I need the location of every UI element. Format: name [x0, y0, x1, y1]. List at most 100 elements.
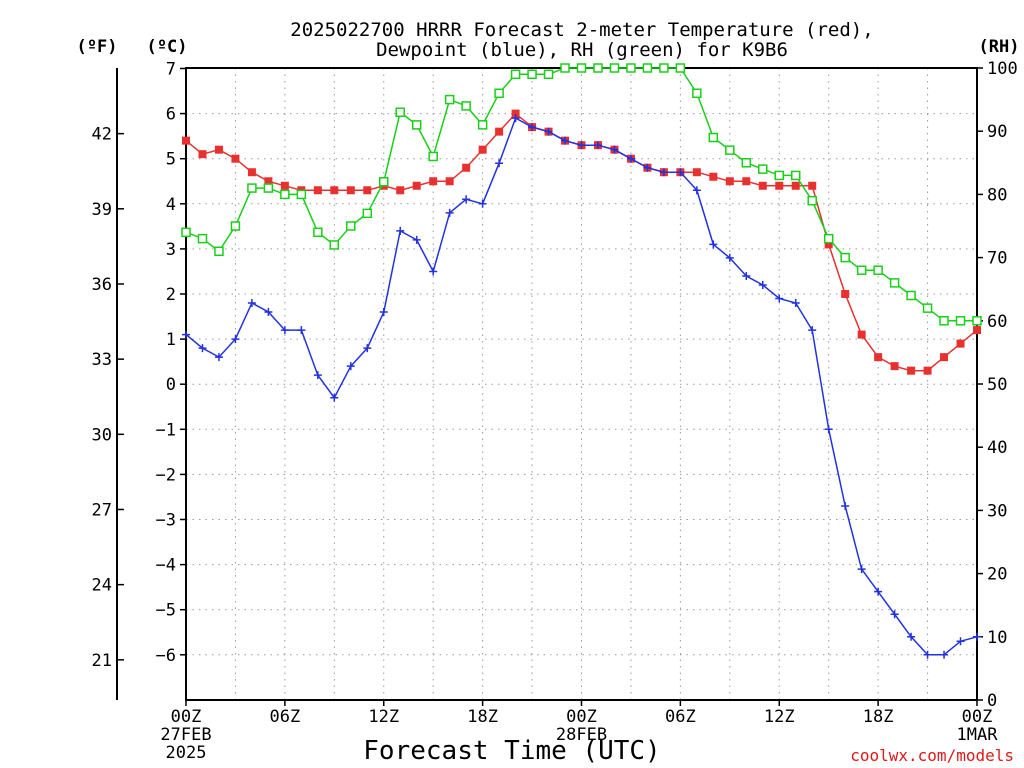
rh-point: [593, 63, 603, 73]
dewpoint-point: [462, 195, 471, 204]
unit-label-celsius: (ºC): [147, 37, 188, 57]
rh-point: [741, 158, 752, 168]
rh-point: [411, 120, 422, 130]
temperature-point: [363, 186, 372, 195]
dewpoint-point: [676, 168, 685, 177]
rh-point: [609, 63, 620, 73]
dewpoint-point: [528, 123, 537, 132]
dewpoint-point: [198, 344, 207, 353]
rh-tick-label: 100: [987, 59, 1018, 79]
dewpoint-point: [791, 299, 800, 308]
celsius-tick-label: 0: [166, 375, 176, 395]
fahrenheit-tick-label: 24: [92, 576, 112, 596]
celsius-tick-label: −5: [156, 601, 176, 621]
rh-tick-label: 60: [987, 312, 1007, 332]
x-tick-label: 18Z: [863, 707, 894, 727]
fahrenheit-tick-label: 36: [92, 275, 112, 295]
plot-frame: [185, 67, 978, 701]
rh-point: [444, 94, 455, 105]
x-tick-label: 1MAR: [957, 725, 999, 745]
dewpoint-point: [495, 159, 504, 168]
dewpoint-point: [561, 136, 570, 145]
celsius-tick-label: 3: [166, 240, 176, 260]
dewpoint-point: [297, 326, 306, 335]
temperature-point: [808, 181, 817, 190]
fahrenheit-tick-label: 33: [92, 350, 112, 370]
rh-tick-label: 10: [987, 628, 1007, 648]
rh-point: [675, 63, 686, 73]
fahrenheit-tick-label: 42: [92, 125, 112, 145]
celsius-tick-label: 5: [166, 150, 176, 170]
dewpoint-point: [923, 650, 932, 659]
dewpoint-point: [577, 141, 586, 150]
rh-point: [840, 252, 850, 263]
temperature-point: [280, 181, 289, 190]
rh-point: [230, 221, 241, 231]
temperature-point: [725, 177, 734, 186]
temperature-point: [923, 366, 932, 375]
grid-lines: [186, 68, 977, 700]
temperature-point: [824, 240, 833, 249]
dewpoint-point: [182, 330, 190, 339]
rh-point: [346, 221, 356, 231]
fahrenheit-tick-label: 39: [92, 200, 112, 220]
celsius-tick-label: −2: [156, 465, 176, 485]
temperature-point: [346, 186, 355, 195]
temperature-point: [462, 163, 471, 172]
dewpoint-point: [231, 335, 240, 344]
dewpoint-point: [709, 240, 718, 249]
rh-point: [395, 107, 405, 117]
dewpoint-point: [692, 186, 701, 195]
temperature-point: [330, 186, 339, 195]
x-tick-label: 00Z: [962, 707, 993, 727]
dewpoint-point: [313, 371, 322, 380]
dewpoint-point: [247, 299, 256, 308]
rh-point: [856, 265, 867, 275]
rh-point: [247, 183, 257, 193]
chart-title: 2025022700 HRRR Forecast 2-meter Tempera…: [290, 19, 873, 61]
celsius-tick-label: −6: [156, 646, 176, 666]
data-series: [181, 63, 982, 659]
dewpoint-point: [824, 425, 833, 434]
rh-point: [790, 170, 801, 181]
x-tick-label: 18Z: [467, 707, 498, 727]
temperature-point: [264, 177, 273, 186]
temperature-point: [247, 168, 256, 177]
rh-tick-label: 30: [987, 501, 1007, 521]
rh-point: [873, 265, 883, 275]
x-axis-label: Forecast Time (UTC): [363, 736, 660, 766]
rh-point: [642, 63, 653, 73]
rh-tick-label: 80: [987, 185, 1007, 205]
dewpoint-point: [445, 208, 454, 217]
x-tick-label: 27FEB: [160, 725, 211, 745]
series-rh: [181, 63, 982, 326]
rh-point: [774, 170, 784, 181]
x-tick-label: 2025: [166, 743, 207, 763]
temperature-point: [758, 181, 767, 190]
dewpoint-point: [940, 650, 949, 659]
dewpoint-point: [280, 326, 289, 335]
title-line-2: Dewpoint (blue), RH (green) for K9B6: [376, 39, 788, 61]
temperature-point: [709, 172, 718, 181]
dewpoint-point: [857, 565, 866, 574]
dewpoint-point: [659, 168, 668, 177]
dewpoint-point: [808, 326, 817, 335]
temperature-point: [511, 109, 520, 118]
temperature-point: [429, 177, 438, 186]
celsius-tick-label: −1: [156, 420, 176, 440]
rh-point: [939, 316, 949, 326]
rh-tick-label: 90: [987, 122, 1007, 142]
dewpoint-point: [956, 637, 965, 646]
axes: 76543210−1−2−3−4−5−642393633302724211009…: [92, 59, 1018, 763]
rh-point: [280, 189, 290, 200]
rh-point: [263, 183, 274, 193]
dewpoint-point: [214, 353, 223, 362]
temperature-point: [956, 339, 965, 348]
celsius-tick-label: 6: [166, 105, 176, 125]
dewpoint-point: [874, 587, 883, 596]
temperature-point: [692, 168, 701, 177]
fahrenheit-tick-label: 21: [92, 651, 112, 671]
dewpoint-point: [890, 610, 899, 619]
rh-point: [214, 246, 224, 257]
temperature-point: [973, 326, 981, 335]
